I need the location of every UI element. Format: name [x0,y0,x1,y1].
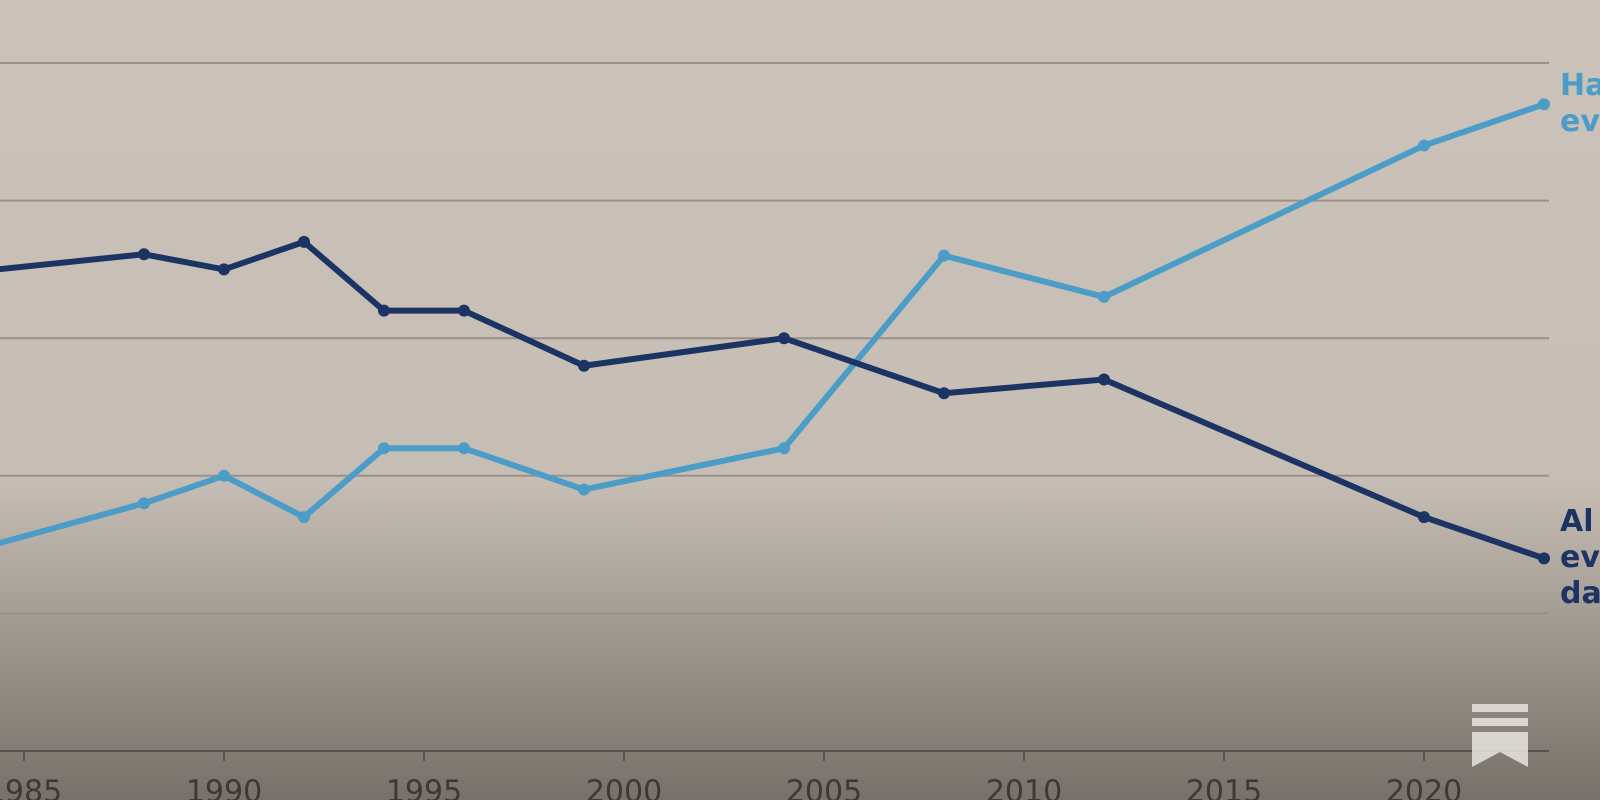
plot: 19851990199520002005201020152020HaevAlev… [0,62,1600,800]
data-point [578,359,590,372]
logo [1472,704,1528,767]
x-tick-label: 1990 [186,775,262,800]
data-point [218,263,230,276]
x-tick-label: 2000 [586,775,662,800]
x-tick-label: 2005 [786,775,862,800]
data-point [938,387,950,400]
data-point [138,497,150,510]
series-label: da [1560,576,1600,611]
data-point [458,304,470,317]
data-point [1418,139,1430,152]
data-point [1098,290,1110,303]
data-point [938,249,950,262]
x-tick-label: 2010 [986,775,1062,800]
data-point [778,442,790,455]
data-point [378,442,390,455]
data-point [1418,511,1430,524]
x-tick-label: 1985 [0,775,62,800]
data-point [458,442,470,455]
data-point [218,469,230,482]
series-line [0,238,1545,562]
data-point [378,304,390,317]
series-label: Al [1560,504,1594,539]
data-point [298,235,310,248]
x-tick-label: 2015 [1186,775,1262,800]
series-label: ev [1560,540,1600,575]
data-point [138,248,150,261]
series-label: Ha [1560,68,1600,103]
x-tick-label: 2020 [1386,775,1462,800]
data-point [1538,98,1550,111]
data-point [298,511,310,524]
series-label: ev [1560,104,1600,139]
data-point [1538,552,1550,565]
series-line [0,101,1545,547]
data-point [1098,373,1110,386]
data-point [578,483,590,496]
data-point [778,332,790,345]
x-tick-label: 1995 [386,775,462,800]
